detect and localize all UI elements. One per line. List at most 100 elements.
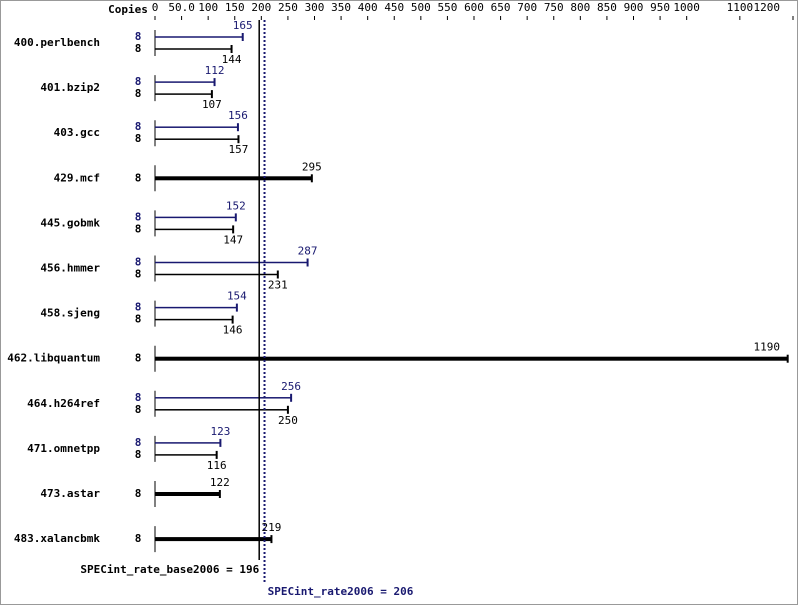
x-tick-label: 500 xyxy=(411,1,431,14)
category-label: 483.xalancbmk xyxy=(14,532,100,545)
category-label: 462.libquantum xyxy=(7,352,100,365)
copies-label: 8 xyxy=(135,403,142,416)
bar xyxy=(155,36,243,38)
x-tick-label: 850 xyxy=(597,1,617,14)
value-label: 146 xyxy=(223,324,243,337)
copies-label: 8 xyxy=(135,210,142,223)
copies-label: 8 xyxy=(135,313,142,326)
value-label: 123 xyxy=(210,425,230,438)
x-tick-label: 300 xyxy=(305,1,325,14)
copies-label: 8 xyxy=(135,222,142,235)
copies-label: 8 xyxy=(135,352,142,365)
value-label: 116 xyxy=(207,459,227,472)
bar xyxy=(155,81,215,83)
copies-label: 8 xyxy=(135,487,142,500)
bar xyxy=(155,442,221,444)
category-label: 401.bzip2 xyxy=(40,81,100,94)
x-tick-label: 1200 xyxy=(754,1,781,14)
x-tick-label: 1100 xyxy=(727,1,754,14)
bar xyxy=(155,492,220,496)
category-label: 456.hmmer xyxy=(40,262,100,275)
value-label: 122 xyxy=(210,476,230,489)
value-label: 250 xyxy=(278,414,298,427)
x-tick-label: 200 xyxy=(251,1,271,14)
reference-label: SPECint_rate2006 = 206 xyxy=(268,585,414,598)
value-label: 152 xyxy=(226,199,246,212)
copies-label: 8 xyxy=(135,532,142,545)
x-tick-label: 750 xyxy=(544,1,564,14)
x-tick-label: 950 xyxy=(650,1,670,14)
x-tick-label: 100 xyxy=(198,1,218,14)
bar xyxy=(155,273,278,276)
copies-label: 8 xyxy=(135,301,142,314)
copies-label: 8 xyxy=(135,256,142,269)
value-label: 256 xyxy=(281,380,301,393)
copies-label: 8 xyxy=(135,391,142,404)
value-label: 154 xyxy=(227,290,247,303)
value-label: 112 xyxy=(205,64,225,77)
copies-label: 8 xyxy=(135,30,142,43)
x-tick-label: 50.0 xyxy=(168,1,195,14)
x-tick-label: 900 xyxy=(624,1,644,14)
bar xyxy=(155,228,234,231)
bar xyxy=(155,216,236,219)
reference-label: SPECint_rate_base2006 = 196 xyxy=(80,563,259,576)
bar xyxy=(155,261,308,264)
bar xyxy=(155,356,788,361)
copies-label: 8 xyxy=(135,75,142,88)
value-label: 107 xyxy=(202,98,222,111)
bar xyxy=(155,306,237,309)
bar xyxy=(155,397,292,399)
bar xyxy=(155,126,238,128)
x-tick-label: 1000 xyxy=(673,1,700,14)
copies-label: 8 xyxy=(135,268,142,281)
bar xyxy=(155,454,217,456)
x-tick-label: 600 xyxy=(464,1,484,14)
x-tick-label: 350 xyxy=(331,1,351,14)
copies-label: 8 xyxy=(135,171,142,184)
copies-label: 8 xyxy=(135,120,142,133)
copies-label: 8 xyxy=(135,132,142,145)
copies-label: 8 xyxy=(135,87,142,100)
bar xyxy=(155,48,232,50)
x-tick-label: 150 xyxy=(225,1,245,14)
value-label: 147 xyxy=(223,233,243,246)
category-label: 473.astar xyxy=(40,487,100,500)
bar xyxy=(155,138,239,140)
x-tick-label: 450 xyxy=(384,1,404,14)
bar xyxy=(155,409,288,411)
value-label: 165 xyxy=(233,19,253,32)
x-tick-label: 650 xyxy=(491,1,511,14)
category-label: 429.mcf xyxy=(54,171,100,184)
x-tick-label: 0 xyxy=(152,1,159,14)
category-label: 464.h264ref xyxy=(27,397,100,410)
x-tick-label: 700 xyxy=(517,1,537,14)
value-label: 219 xyxy=(261,521,281,534)
axis-title: Copies xyxy=(108,3,148,16)
value-label: 295 xyxy=(302,160,322,173)
category-label: 471.omnetpp xyxy=(27,442,100,455)
x-tick-label: 400 xyxy=(358,1,378,14)
bar xyxy=(155,93,212,95)
x-tick-label: 550 xyxy=(437,1,457,14)
bar xyxy=(155,318,233,321)
value-label: 156 xyxy=(228,109,248,122)
bar xyxy=(155,537,272,542)
value-label: 157 xyxy=(229,143,249,156)
value-label: 231 xyxy=(268,279,288,292)
value-label: 1190 xyxy=(754,341,781,354)
x-tick-label: 800 xyxy=(570,1,590,14)
copies-label: 8 xyxy=(135,448,142,461)
category-label: 400.perlbench xyxy=(14,36,100,49)
copies-label: 8 xyxy=(135,436,142,449)
bar xyxy=(155,176,312,181)
x-tick-label: 250 xyxy=(278,1,298,14)
copies-label: 8 xyxy=(135,42,142,55)
category-label: 458.sjeng xyxy=(40,307,100,320)
category-label: 445.gobmk xyxy=(40,216,100,229)
value-label: 287 xyxy=(298,245,318,258)
value-label: 144 xyxy=(222,53,242,66)
category-label: 403.gcc xyxy=(54,126,100,139)
